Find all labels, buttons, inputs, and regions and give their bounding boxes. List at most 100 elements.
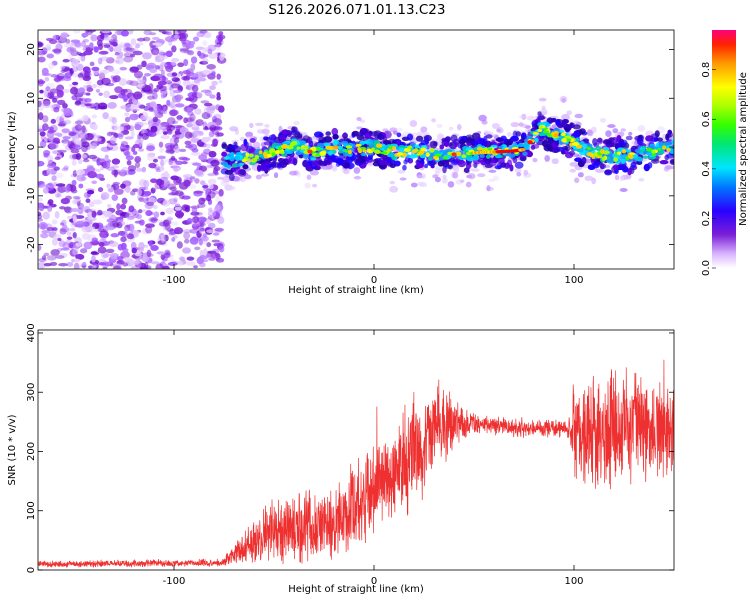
ridge-dark [444,141,449,147]
ridge-highlight [300,146,305,150]
ridge-highlight [362,149,367,153]
ridge-core [323,143,331,147]
noise-blob [141,132,150,140]
noise-blob [171,120,179,125]
snr-y-tick-label: 100 [26,501,37,520]
noise-blob [153,87,160,93]
noise-blob [111,158,121,165]
ridge-haze [240,176,247,183]
noise-blob [62,242,70,250]
noise-blob [210,159,220,167]
noise-blob [152,158,158,163]
ridge-dark [312,159,318,167]
noise-blob [178,148,187,153]
noise-blob [206,106,215,115]
noise-blob [148,240,153,247]
ridge-dark [459,138,466,145]
noise-blob [141,60,147,68]
noise-blob [158,64,164,72]
noise-blob [91,237,98,243]
heatmap-x-ticks: -100 0 100 [163,30,584,286]
ridge-highlight [303,150,309,154]
noise-blob [80,264,87,268]
noise-blob [178,32,186,39]
noise-blob [135,43,141,49]
ridge-dark [551,147,560,153]
noise-blob [82,159,90,163]
ridge-highlight [645,147,653,152]
noise-blob [124,185,131,193]
noise-blob [38,211,42,217]
noise-blob [176,260,183,265]
noise-blob [213,44,222,48]
noise-blob [125,212,132,218]
noise-blob [118,169,127,177]
noise-blob [206,64,216,70]
noise-blob [126,233,135,240]
noise-blob [56,99,66,105]
noise-blob [72,248,78,256]
noise-blob [60,197,70,205]
snr-y-label: SNR (10 * v/v) [7,414,18,485]
noise-blob [170,155,176,162]
noise-blob [89,61,95,67]
noise-blob [56,193,62,198]
noise-blob [216,241,225,249]
noise-blob [159,147,164,153]
noise-blob [201,236,209,242]
noise-blob [163,170,169,178]
noise-blob [68,131,77,136]
noise-blob [91,66,100,72]
ridge-core [399,147,406,152]
snr-x-ticks: -100 0 100 [163,330,584,587]
ridge-highlight [266,153,273,158]
ridge-dark [667,129,673,135]
noise-blob [205,219,211,225]
ridge-dark [625,135,633,141]
noise-blob [47,126,54,131]
noise-blob [165,144,173,153]
noise-blob [216,132,224,137]
ridge-highlight [316,146,321,151]
ridge-haze [541,105,546,110]
ridge-core [369,144,375,149]
ridge-dark [453,142,459,148]
ridge-haze [526,115,536,121]
ridge-core [485,154,491,159]
noise-blob [109,95,119,100]
ridge-haze [559,95,568,103]
ridge-highlight [542,130,550,134]
noise-blob [124,151,131,157]
noise-blob [42,115,49,123]
noise-blob [47,159,54,167]
ridge-haze [604,164,611,169]
ridge-haze [591,177,597,185]
noise-blob [173,197,178,203]
ridge-highlight [380,151,388,155]
ridge-dark [224,169,234,175]
ridge-haze [343,168,350,175]
noise-blob [86,166,96,173]
noise-blob [216,73,221,80]
noise-blob [171,237,176,242]
ridge-haze [453,166,460,174]
noise-blob [80,205,85,210]
ridge-dark [604,169,612,175]
ridge-haze [451,171,456,179]
noise-blob [103,69,110,74]
noise-blob [147,95,155,100]
ridge-dark [402,164,407,171]
ridge-dark [396,132,402,138]
noise-blob [132,143,140,149]
ridge-haze [245,131,254,138]
noise-blob [97,57,103,65]
ridge-dark [581,156,587,165]
ridge-haze [436,123,443,128]
noise-blob [63,165,69,170]
noise-blob [38,106,44,111]
noise-blob [159,179,165,185]
noise-blob [199,60,209,65]
ridge-dark [560,122,568,128]
noise-blob [47,199,54,205]
noise-blob [138,246,144,253]
